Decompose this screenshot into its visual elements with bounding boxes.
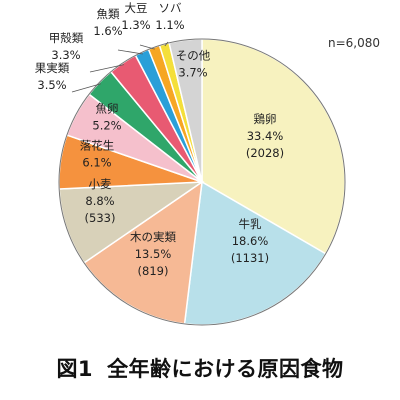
slice-label-2: 牛乳 18.6% (1131) [231,217,269,265]
slice-label-8-line-2: 3.3% [51,48,80,62]
slice-label-7-line-1: 果実類 [35,61,70,75]
figure-caption: 図1 全年齢における原因食物 [0,353,400,383]
slice-label-11: ソバ 1.1% [155,1,184,32]
slice-label-10-line-2: 1.3% [121,18,150,32]
slice-label-6-line-2: 5.2% [92,119,121,133]
slice-label-5-line-1: 落花生 [80,139,115,153]
slice-label-6: 魚卵 5.2% [92,102,121,133]
slice-label-5-line-2: 6.1% [82,156,111,170]
pie-outline [58,38,346,326]
slice-label-1-line-1: 鶏卵 [254,112,277,126]
slice-label-11-line-2: 1.1% [155,18,184,32]
slice-label-7-line-2: 3.5% [37,78,66,92]
slice-label-1-line-3: (2028) [246,146,284,160]
slice-label-11-line-1: ソバ [159,1,182,15]
slice-label-3-line-1: 木の実類 [130,230,176,244]
slice-label-3-line-3: (819) [138,264,169,278]
pie-chart: 鶏卵 33.4% (2028) 牛乳 18.6% (1131) 木の実類 13.5% (819)… [35,1,346,326]
slice-label-2-line-3: (1131) [231,251,269,265]
slice-label-4-line-2: 8.8% [85,194,114,208]
slice-label-8: 甲殻類 3.3% [49,31,84,62]
figure-title: 全年齢における原因食物 [107,357,344,381]
leader-line-10 [139,44,155,50]
leader-line-8 [89,64,125,73]
slice-label-9-line-2: 1.6% [93,24,122,38]
slice-label-9-line-1: 魚類 [97,7,120,21]
slice-label-12: その他 3.7% [176,49,211,80]
slice-label-4: 小麦 8.8% (533) [85,177,116,225]
leader-line-11 [164,41,169,47]
slice-label-5: 落花生 6.1% [80,139,115,170]
slice-label-9: 魚類 1.6% [93,7,122,38]
slice-label-12-line-2: 3.7% [178,66,207,80]
slice-label-6-line-1: 魚卵 [96,102,119,116]
slice-label-10: 大豆 1.3% [121,1,150,32]
leader-line-9 [117,49,143,55]
slice-label-7: 果実類 3.5% [35,61,70,92]
slice-label-3: 木の実類 13.5% (819) [130,230,176,278]
slice-label-1: 鶏卵 33.4% (2028) [246,112,284,160]
slice-label-4-line-1: 小麦 [89,177,112,191]
leader-line-7 [71,83,101,93]
slice-label-3-line-2: 13.5% [135,247,172,261]
slice-label-8-line-1: 甲殻類 [49,31,84,45]
slice-label-12-line-1: その他 [176,49,211,63]
slice-label-4-line-3: (533) [85,211,116,225]
slice-label-2-line-1: 牛乳 [239,217,262,231]
slice-label-1-line-2: 33.4% [247,129,284,143]
slice-label-2-line-2: 18.6% [232,234,269,248]
slice-label-10-line-1: 大豆 [125,1,148,15]
sample-size-note: n=6,080 [327,36,380,50]
figure-number: 図1 [56,357,94,381]
